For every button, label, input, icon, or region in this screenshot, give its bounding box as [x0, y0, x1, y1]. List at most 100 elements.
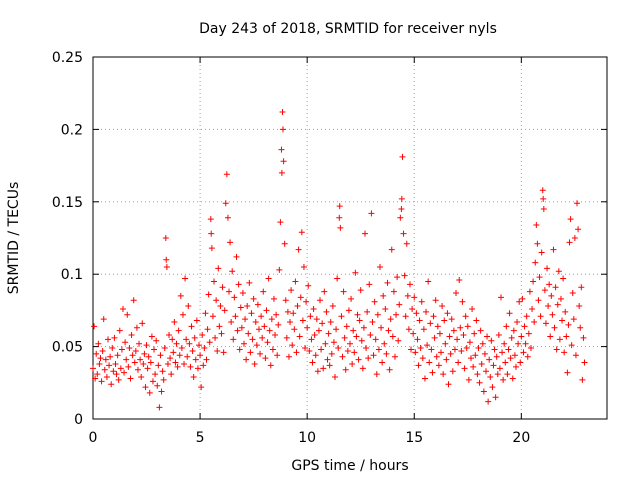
data-point: [148, 333, 155, 340]
data-point: [118, 346, 125, 353]
data-point: [571, 235, 578, 241]
data-point: [572, 352, 579, 359]
data-point: [185, 303, 192, 310]
data-point: [273, 311, 280, 318]
data-point: [151, 346, 158, 353]
data-point: [207, 216, 214, 223]
data-point: [378, 324, 385, 331]
data-point: [541, 287, 548, 294]
data-point: [238, 324, 245, 331]
data-point: [411, 294, 418, 301]
data-point: [349, 360, 356, 367]
data-point: [535, 297, 542, 304]
data-point: [550, 246, 557, 253]
data-point: [570, 316, 577, 323]
data-point: [126, 345, 133, 352]
data-point: [495, 332, 502, 339]
data-point: [269, 346, 276, 353]
data-point: [578, 284, 585, 291]
data-point: [190, 374, 197, 381]
data-point: [191, 334, 198, 341]
data-point: [243, 356, 250, 363]
data-point: [299, 317, 306, 324]
data-point: [229, 268, 236, 275]
data-point: [296, 333, 303, 340]
data-point: [515, 340, 522, 347]
data-point: [266, 327, 273, 334]
data-point: [476, 379, 483, 386]
data-point: [174, 363, 181, 370]
data-point: [353, 333, 360, 340]
data-point: [252, 318, 259, 325]
data-point: [157, 352, 164, 359]
data-point: [251, 360, 258, 367]
data-point: [333, 326, 340, 333]
data-point: [205, 291, 212, 298]
data-point: [538, 249, 545, 256]
y-tick-label: 0.2: [61, 122, 83, 138]
data-point: [208, 245, 215, 252]
data-point: [539, 187, 546, 194]
data-point: [409, 305, 416, 312]
data-point: [387, 316, 394, 323]
data-point: [193, 317, 200, 324]
data-point: [283, 334, 290, 341]
data-point: [176, 352, 183, 359]
data-point: [197, 352, 204, 359]
data-point: [115, 376, 122, 383]
data-point: [177, 292, 184, 299]
data-point: [303, 298, 310, 305]
data-point: [485, 398, 492, 405]
data-point: [313, 316, 320, 323]
plot-frame: [92, 56, 608, 420]
data-point: [166, 332, 173, 339]
data-point: [560, 275, 567, 282]
data-point: [128, 332, 135, 339]
data-point: [474, 371, 481, 378]
data-point: [116, 327, 123, 334]
chart-title: Day 243 of 2018, SRMTID for receiver nyl…: [199, 21, 497, 37]
data-point: [442, 340, 449, 347]
data-point: [178, 345, 185, 352]
data-point: [471, 330, 478, 337]
data-point: [521, 323, 528, 330]
data-point: [227, 239, 234, 246]
data-point: [367, 332, 374, 339]
data-point: [221, 307, 228, 314]
data-point: [239, 290, 246, 297]
data-point: [386, 366, 393, 373]
data-point: [494, 371, 501, 378]
data-point: [566, 239, 573, 246]
data-point: [532, 259, 539, 266]
data-point: [457, 324, 464, 331]
data-point: [182, 275, 189, 282]
data-point: [214, 347, 221, 354]
data-point: [391, 353, 398, 360]
data-point: [192, 356, 199, 363]
data-point: [516, 298, 523, 305]
data-point: [131, 359, 138, 366]
data-point: [93, 350, 100, 357]
data-point: [168, 371, 175, 378]
data-point: [330, 339, 337, 346]
data-point: [512, 363, 519, 370]
data-point: [393, 311, 400, 318]
data-point: [344, 347, 351, 354]
data-point: [460, 332, 467, 339]
data-point: [423, 308, 430, 315]
data-point: [160, 376, 167, 383]
data-point: [325, 330, 332, 337]
data-point: [491, 346, 498, 353]
data-point: [444, 310, 451, 317]
data-point: [321, 288, 328, 295]
data-point: [323, 308, 330, 315]
data-point: [451, 346, 458, 353]
data-point: [242, 316, 249, 323]
data-point: [542, 320, 549, 327]
data-point: [172, 359, 179, 366]
data-point: [305, 282, 312, 289]
data-point: [376, 263, 383, 270]
axis-ticks: 0 5 10 15 20 0 0.05 0.1 0.15 0.2 0.25: [52, 50, 607, 446]
data-point: [139, 320, 146, 327]
data-point: [552, 284, 559, 291]
